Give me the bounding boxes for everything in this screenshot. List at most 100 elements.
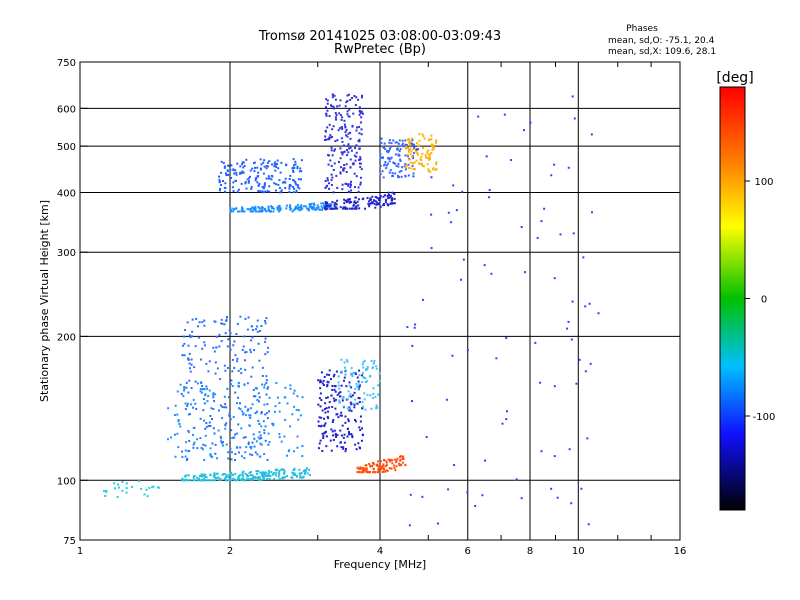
scatter-point xyxy=(325,204,328,207)
scatter-point xyxy=(262,172,265,175)
scatter-point xyxy=(283,435,286,438)
scatter-point xyxy=(229,207,232,210)
scatter-point xyxy=(272,422,275,425)
scatter-point xyxy=(177,419,180,422)
scatter-point xyxy=(203,344,206,347)
scatter-point xyxy=(344,415,347,418)
scatter-point xyxy=(293,450,296,453)
scatter-point xyxy=(359,466,362,469)
scatter-point xyxy=(259,455,262,458)
scatter-point xyxy=(254,177,257,180)
scatter-point xyxy=(298,187,301,190)
scatter-point xyxy=(451,354,454,357)
scatter-point xyxy=(407,166,410,169)
scatter-point xyxy=(265,393,268,396)
scatter-point xyxy=(318,416,321,419)
scatter-point xyxy=(330,149,333,152)
scatter-point xyxy=(221,405,224,408)
scatter-point xyxy=(344,448,347,451)
scatter-point xyxy=(192,426,195,429)
colorbar-tick-label: 0 xyxy=(761,295,767,306)
scatter-point xyxy=(318,442,321,445)
scatter-point xyxy=(343,123,346,126)
scatter-point xyxy=(340,384,343,387)
scatter-point xyxy=(255,440,258,443)
scatter-point xyxy=(205,421,208,424)
scatter-point xyxy=(327,182,330,185)
scatter-point xyxy=(353,95,356,98)
scatter-point xyxy=(341,397,344,400)
scatter-point xyxy=(181,477,184,480)
scatter-point xyxy=(351,207,354,210)
scatter-point xyxy=(334,390,337,393)
scatter-point xyxy=(264,322,267,325)
scatter-point xyxy=(357,98,360,101)
scatter-point xyxy=(358,446,361,449)
colorbar xyxy=(719,86,746,511)
scatter-point xyxy=(194,479,197,482)
scatter-point xyxy=(520,226,523,229)
scatter-point xyxy=(317,206,320,209)
scatter-point xyxy=(344,125,347,128)
scatter-point xyxy=(226,174,229,177)
scatter-point xyxy=(366,470,369,473)
scatter-point xyxy=(272,424,275,427)
scatter-point xyxy=(292,191,295,194)
scatter-point xyxy=(337,381,340,384)
scatter-point xyxy=(334,385,337,388)
scatter-point xyxy=(326,201,329,204)
scatter-point xyxy=(158,486,161,489)
scatter-point xyxy=(407,163,410,166)
scatter-point xyxy=(383,468,386,471)
scatter-point xyxy=(339,171,342,174)
scatter-point xyxy=(324,106,327,109)
scatter-point xyxy=(186,321,189,324)
scatter-point xyxy=(337,416,340,419)
scatter-point xyxy=(382,458,385,461)
scatter-point xyxy=(346,360,349,363)
scatter-point xyxy=(394,162,397,165)
scatter-point xyxy=(263,182,266,185)
scatter-point xyxy=(341,116,344,119)
scatter-point xyxy=(319,381,322,384)
scatter-point xyxy=(198,321,201,324)
scatter-point xyxy=(248,414,251,417)
scatter-point xyxy=(408,524,411,527)
scatter-point xyxy=(369,197,372,200)
scatter-point xyxy=(247,408,250,411)
scatter-point xyxy=(244,405,247,408)
scatter-point xyxy=(415,159,418,162)
scatter-point xyxy=(197,479,200,482)
scatter-point xyxy=(404,463,407,466)
scatter-point xyxy=(255,470,258,473)
scatter-point xyxy=(243,210,246,213)
scatter-point xyxy=(432,167,435,170)
scatter-point xyxy=(199,387,202,390)
scatter-point xyxy=(407,158,410,161)
scatter-point xyxy=(193,441,196,444)
scatter-point xyxy=(402,145,405,148)
scatter-point xyxy=(354,373,357,376)
scatter-point xyxy=(422,147,425,150)
scatter-point xyxy=(190,403,193,406)
scatter-point xyxy=(181,455,184,458)
scatter-point xyxy=(411,344,414,347)
scatter-point xyxy=(348,395,351,398)
scatter-point xyxy=(277,167,280,170)
scatter-point xyxy=(278,478,281,481)
scatter-point xyxy=(300,476,303,479)
scatter-point xyxy=(425,156,428,159)
scatter-point xyxy=(325,373,328,376)
scatter-point xyxy=(354,398,357,401)
scatter-point xyxy=(264,190,267,193)
scatter-point xyxy=(432,147,435,150)
scatter-point xyxy=(211,442,214,445)
scatter-point xyxy=(384,148,387,151)
scatter-point xyxy=(201,384,204,387)
scatter-point xyxy=(328,115,331,118)
scatter-point xyxy=(505,337,508,340)
scatter-point xyxy=(284,386,287,389)
scatter-point xyxy=(343,441,346,444)
scatter-point xyxy=(343,366,346,369)
scatter-point xyxy=(550,174,553,177)
